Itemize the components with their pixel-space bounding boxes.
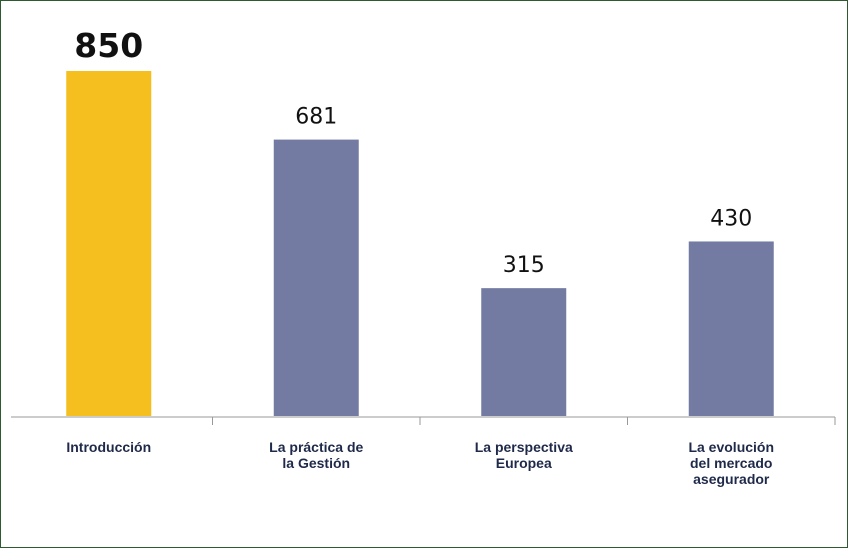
value-label: 850 (74, 26, 143, 65)
x-tick-label: La práctica de la Gestión (269, 439, 364, 471)
bar (66, 71, 152, 416)
value-label: 315 (503, 253, 545, 278)
value-label: 430 (710, 206, 752, 231)
bar (273, 139, 359, 416)
x-tick-label: La evolución del mercado asegurador (688, 439, 775, 487)
bar (688, 241, 774, 416)
bar (481, 288, 567, 416)
value-label: 681 (295, 105, 337, 130)
x-tick-label: La perspectiva Europea (474, 439, 573, 471)
x-tick-label: Introducción (66, 439, 152, 455)
